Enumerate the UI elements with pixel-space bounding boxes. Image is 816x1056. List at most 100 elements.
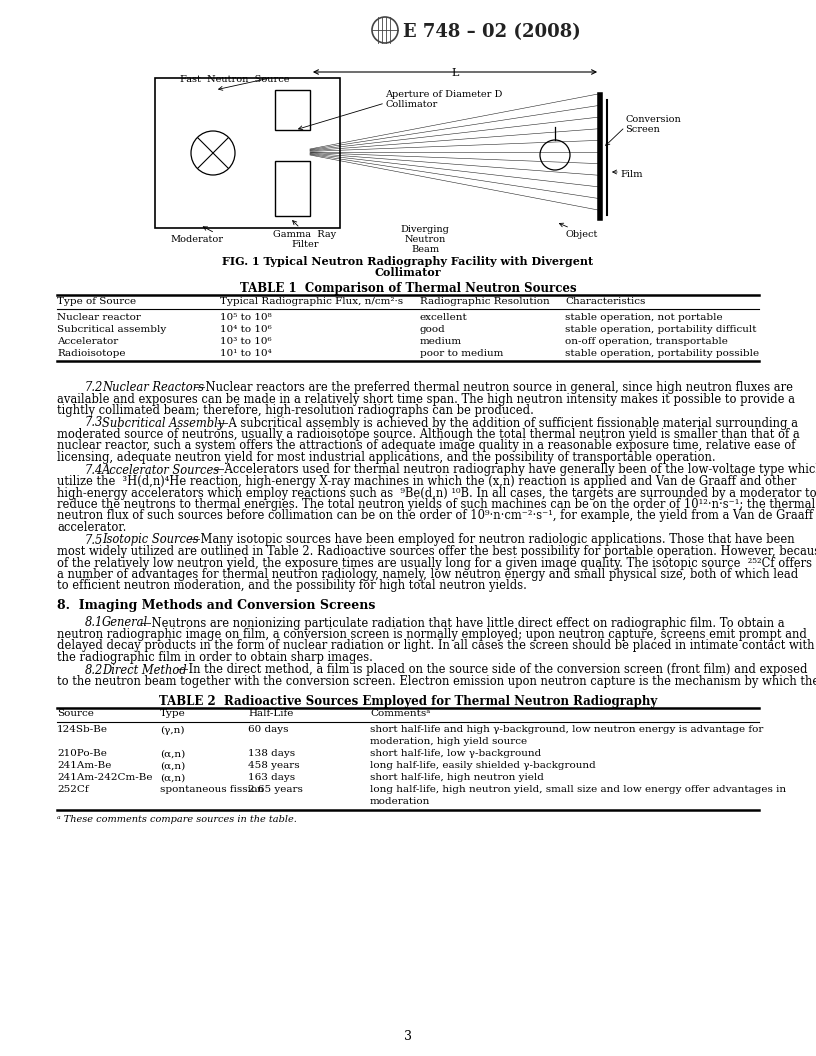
Text: L: L [451,68,459,78]
Text: Neutron: Neutron [405,235,446,244]
Text: Type: Type [160,710,186,718]
Text: 10³ to 10⁶: 10³ to 10⁶ [220,337,272,346]
Text: 210Po-Be: 210Po-Be [57,750,107,758]
Text: 7.3: 7.3 [85,416,104,430]
Text: Filter: Filter [291,240,319,249]
Text: 8.2: 8.2 [85,663,104,677]
Text: spontaneous fission: spontaneous fission [160,786,264,794]
Text: 60 days: 60 days [248,725,289,735]
Text: —Neutrons are nonionizing particulate radiation that have little direct effect o: —Neutrons are nonionizing particulate ra… [140,617,785,629]
Text: Nuclear Reactors: Nuclear Reactors [102,381,204,394]
Text: available and exposures can be made in a relatively short time span. The high ne: available and exposures can be made in a… [57,393,795,406]
Text: —In the direct method, a film is placed on the source side of the conversion scr: —In the direct method, a film is placed … [177,663,808,677]
Text: TABLE 2  Radioactive Sources Employed for Thermal Neutron Radiography: TABLE 2 Radioactive Sources Employed for… [159,695,657,708]
Text: reduce the neutrons to thermal energies. The total neutron yields of such machin: reduce the neutrons to thermal energies.… [57,498,815,511]
Text: to the neutron beam together with the conversion screen. Electron emission upon : to the neutron beam together with the co… [57,675,816,689]
Text: Accelerator: Accelerator [57,337,118,346]
Text: stable operation, portability possible: stable operation, portability possible [565,348,759,358]
Text: Moderator: Moderator [170,235,223,244]
Text: Typical Radiographic Flux, n/cm²·s: Typical Radiographic Flux, n/cm²·s [220,297,403,306]
Text: Fast  Neutron  Source: Fast Neutron Source [180,75,290,84]
Text: on-off operation, transportable: on-off operation, transportable [565,337,728,346]
Text: Isotopic Sources: Isotopic Sources [102,533,198,547]
Text: Subcritical Assembly: Subcritical Assembly [102,416,224,430]
Text: excellent: excellent [420,313,468,322]
Text: a number of advantages for thermal neutron radiology, namely, low neutron energy: a number of advantages for thermal neutr… [57,568,798,581]
Text: short half-life and high γ-background, low neutron energy is advantage for: short half-life and high γ-background, l… [370,725,764,735]
Text: 2.65 years: 2.65 years [248,786,303,794]
Text: 252Cf: 252Cf [57,786,89,794]
Text: Collimator: Collimator [375,267,441,278]
Text: good: good [420,325,446,334]
Text: most widely utilized are outlined in Table 2. Radioactive sources offer the best: most widely utilized are outlined in Tab… [57,545,816,558]
Text: 7.5: 7.5 [85,533,104,547]
Text: —A subcritical assembly is achieved by the addition of sufficient fissionable ma: —A subcritical assembly is achieved by t… [217,416,798,430]
Text: poor to medium: poor to medium [420,348,503,358]
Text: Conversion: Conversion [625,115,681,124]
Text: neutron flux of such sources before collimation can be on the order of 10⁹·n·cm⁻: neutron flux of such sources before coll… [57,509,813,523]
Text: Collimator: Collimator [385,100,437,109]
Text: General: General [102,617,149,629]
Text: Source: Source [57,710,94,718]
Text: high-energy accelerators which employ reactions such as  ⁹Be(d,n) ¹⁰B. In all ca: high-energy accelerators which employ re… [57,487,816,499]
Text: utilize the  ³H(d,n)⁴He reaction, high-energy X-ray machines in which the (x,n) : utilize the ³H(d,n)⁴He reaction, high-en… [57,475,796,488]
Text: long half-life, high neutron yield, small size and low energy offer advantages i: long half-life, high neutron yield, smal… [370,786,786,794]
Text: neutron radiographic image on film, a conversion screen is normally employed; up: neutron radiographic image on film, a co… [57,628,807,641]
Text: moderation: moderation [370,796,430,806]
Text: E 748 – 02 (2008): E 748 – 02 (2008) [403,23,581,41]
Text: Film: Film [620,170,642,180]
Text: 138 days: 138 days [248,750,295,758]
Text: 241Am-Be: 241Am-Be [57,761,111,771]
Text: Direct Method: Direct Method [102,663,187,677]
Text: Screen: Screen [625,125,660,134]
Text: Object: Object [565,230,597,239]
Text: Aperture of Diameter D: Aperture of Diameter D [385,90,503,99]
Text: Nuclear reactor: Nuclear reactor [57,313,141,322]
Text: 10¹ to 10⁴: 10¹ to 10⁴ [220,348,272,358]
Text: 3: 3 [404,1030,412,1043]
Text: nuclear reactor, such a system offers the attractions of adequate image quality : nuclear reactor, such a system offers th… [57,439,796,453]
Text: medium: medium [420,337,462,346]
Text: Type of Source: Type of Source [57,297,136,306]
Text: licensing, adequate neutron yield for most industrial applications, and the poss: licensing, adequate neutron yield for mo… [57,451,716,464]
Text: 8.1: 8.1 [85,617,104,629]
Text: —Accelerators used for thermal neutron radiography have generally been of the lo: —Accelerators used for thermal neutron r… [213,464,816,476]
Text: 7.4: 7.4 [85,464,104,476]
Text: Radioisotope: Radioisotope [57,348,126,358]
Text: 458 years: 458 years [248,761,299,771]
FancyBboxPatch shape [275,90,310,130]
Text: moderated source of neutrons, usually a radioisotope source. Although the total : moderated source of neutrons, usually a … [57,428,800,441]
Text: long half-life, easily shielded γ-background: long half-life, easily shielded γ-backgr… [370,761,596,771]
Text: short half-life, high neutron yield: short half-life, high neutron yield [370,773,544,782]
Text: delayed decay products in the form of nuclear radiation or light. In all cases t: delayed decay products in the form of nu… [57,640,814,653]
Text: (γ,n): (γ,n) [160,725,184,735]
Text: (α,n): (α,n) [160,750,185,758]
Text: stable operation, not portable: stable operation, not portable [565,313,723,322]
Text: Diverging: Diverging [401,225,450,234]
Text: Accelerator Sources: Accelerator Sources [102,464,220,476]
Text: 7.2: 7.2 [85,381,104,394]
Text: the radiographic film in order to obtain sharp images.: the radiographic film in order to obtain… [57,650,373,664]
Text: stable operation, portability difficult: stable operation, portability difficult [565,325,756,334]
Text: 163 days: 163 days [248,773,295,782]
Text: (α,n): (α,n) [160,773,185,782]
Text: FIG. 1 Typical Neutron Radiography Facility with Divergent: FIG. 1 Typical Neutron Radiography Facil… [223,256,593,267]
Text: short half-life, low γ-background: short half-life, low γ-background [370,750,541,758]
Text: —Nuclear reactors are the preferred thermal neutron source in general, since hig: —Nuclear reactors are the preferred ther… [194,381,793,394]
Text: Radiographic Resolution: Radiographic Resolution [420,297,550,306]
Text: 241Am-242Cm-Be: 241Am-242Cm-Be [57,773,153,782]
Text: accelerator.: accelerator. [57,521,126,534]
Text: Beam: Beam [411,245,439,254]
Text: 10⁴ to 10⁶: 10⁴ to 10⁶ [220,325,272,334]
Text: 124Sb-Be: 124Sb-Be [57,725,108,735]
Text: 10⁵ to 10⁸: 10⁵ to 10⁸ [220,313,272,322]
Text: Subcritical assembly: Subcritical assembly [57,325,166,334]
Text: Half-Life: Half-Life [248,710,294,718]
Text: Commentsᵃ: Commentsᵃ [370,710,430,718]
Text: —Many isotopic sources have been employed for neutron radiologic applications. T: —Many isotopic sources have been employe… [189,533,795,547]
Text: Gamma  Ray: Gamma Ray [273,230,336,239]
Text: of the relatively low neutron yield, the exposure times are usually long for a g: of the relatively low neutron yield, the… [57,557,812,569]
Text: ᵃ These comments compare sources in the table.: ᵃ These comments compare sources in the … [57,814,297,824]
Text: moderation, high yield source: moderation, high yield source [370,736,527,746]
Text: 8.  Imaging Methods and Conversion Screens: 8. Imaging Methods and Conversion Screen… [57,599,375,612]
